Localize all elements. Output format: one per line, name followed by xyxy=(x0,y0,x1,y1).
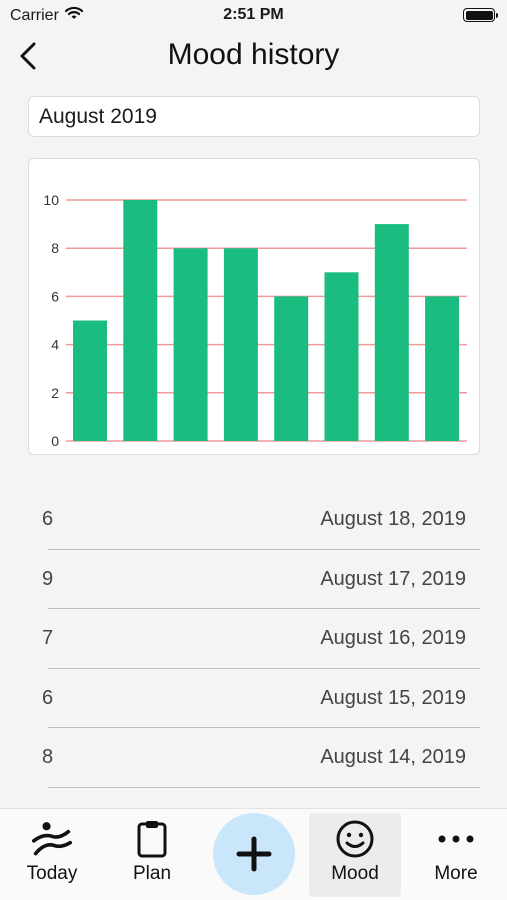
tab-plan-label: Plan xyxy=(132,863,172,884)
divider xyxy=(48,667,480,669)
mood-date: August 16, 2019 xyxy=(320,627,466,649)
carrier-label: Carrier xyxy=(10,6,59,24)
mood-bar-chart: 0 2 4 6 8 10 xyxy=(43,192,467,449)
mood-value: 8 xyxy=(42,746,54,768)
tab-more[interactable]: More xyxy=(410,813,502,897)
mood-value: 7 xyxy=(42,627,54,649)
ellipsis-icon xyxy=(436,819,476,859)
chart-bar xyxy=(274,296,309,441)
divider xyxy=(48,608,480,609)
divider xyxy=(48,548,480,550)
navigation-bar: Mood history xyxy=(0,32,507,82)
y-tick-label: 8 xyxy=(51,240,59,256)
list-item[interactable]: 6 August 15, 2019 xyxy=(0,669,507,728)
chart-bar xyxy=(374,224,409,441)
tab-mood[interactable]: Mood xyxy=(309,813,401,897)
clipboard-icon xyxy=(132,819,172,859)
battery-icon xyxy=(463,8,498,22)
mood-value: 9 xyxy=(42,567,54,590)
list-item[interactable]: 6 August 18, 2019 xyxy=(0,490,507,550)
plus-icon xyxy=(236,836,272,872)
wifi-icon xyxy=(64,6,83,25)
mood-date: August 14, 2019 xyxy=(320,746,466,768)
chart-bar xyxy=(123,200,158,441)
month-selector-value: August 2019 xyxy=(39,104,157,128)
status-bar: Carrier 2:51 PM xyxy=(0,0,507,32)
chart-bar xyxy=(324,272,359,441)
chart-bar xyxy=(425,296,460,441)
carrier-indicator: Carrier xyxy=(10,6,83,25)
tab-today-label: Today xyxy=(26,863,78,884)
y-tick-label: 10 xyxy=(43,192,59,208)
runner-icon xyxy=(32,819,72,859)
mood-date: August 17, 2019 xyxy=(320,567,466,590)
tab-mood-label: Mood xyxy=(331,863,379,884)
chevron-left-icon xyxy=(20,42,36,70)
month-selector[interactable]: August 2019 xyxy=(28,96,480,137)
y-tick-label: 4 xyxy=(51,337,59,353)
mood-history-list: 6 August 18, 2019 9 August 17, 2019 7 August … xyxy=(0,490,507,788)
page-title: Mood history xyxy=(167,38,340,71)
smiley-icon xyxy=(335,819,375,859)
mood-chart: 0 2 4 6 8 10 xyxy=(28,158,480,455)
y-tick-label: 0 xyxy=(51,433,59,449)
add-mood-button[interactable] xyxy=(213,813,295,895)
status-time: 2:51 PM xyxy=(223,6,284,23)
chart-bar xyxy=(223,248,258,441)
tab-today[interactable]: Today xyxy=(6,813,98,897)
y-tick-label: 6 xyxy=(51,288,59,304)
y-tick-label: 2 xyxy=(51,385,59,401)
divider xyxy=(48,786,480,788)
mood-value: 6 xyxy=(42,508,54,530)
mood-date: August 15, 2019 xyxy=(320,686,466,709)
list-item[interactable]: 7 August 16, 2019 xyxy=(0,609,507,669)
chart-bar xyxy=(173,248,208,441)
chart-bar xyxy=(73,320,107,441)
divider xyxy=(48,727,480,728)
back-button[interactable] xyxy=(10,38,46,74)
list-item[interactable]: 9 August 17, 2019 xyxy=(0,550,507,609)
mood-value: 6 xyxy=(42,686,54,709)
list-item[interactable]: 8 August 14, 2019 xyxy=(0,728,507,788)
tab-more-label: More xyxy=(434,863,478,884)
tab-plan[interactable]: Plan xyxy=(106,813,198,897)
mood-date: August 18, 2019 xyxy=(320,508,466,530)
